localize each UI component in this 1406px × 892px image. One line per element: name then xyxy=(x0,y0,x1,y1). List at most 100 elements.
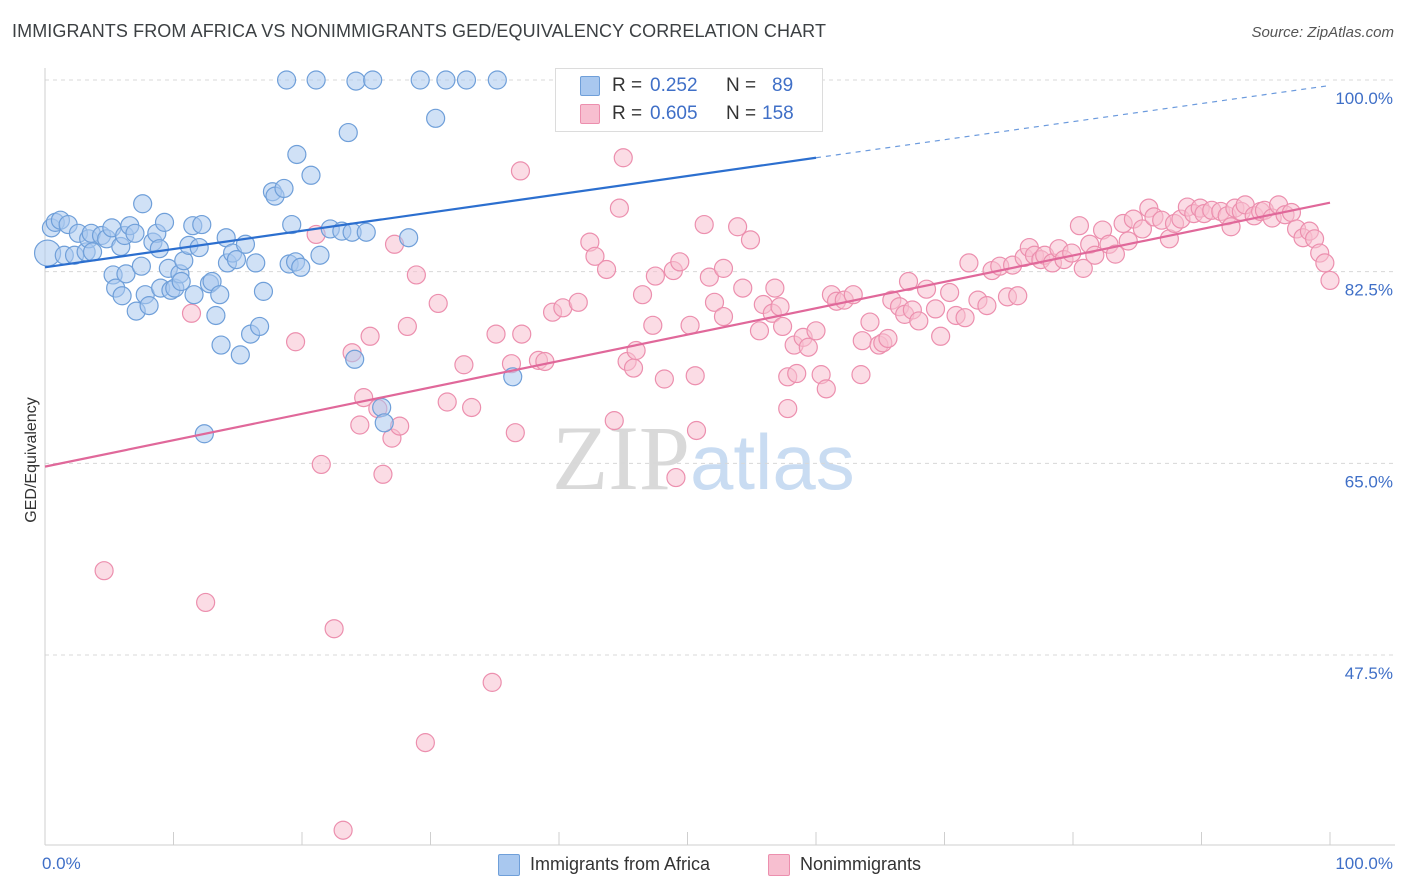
nonimmigrants-point xyxy=(670,252,690,272)
nonimmigrants-point xyxy=(704,292,725,312)
nonimmigrants-point xyxy=(285,332,306,352)
immigrants-point xyxy=(116,264,136,284)
nonimmigrants-point xyxy=(373,464,393,484)
nonimmigrants-point xyxy=(360,326,380,346)
legend-r-label: R = xyxy=(612,103,643,124)
legend-r-value-blue: 0.252 xyxy=(650,75,698,96)
immigrants-point xyxy=(346,71,366,91)
immigrants-trend-extension xyxy=(815,84,1331,159)
stats-legend: R = 0.252 N = 89 R = 0.605 N = 158 xyxy=(555,68,823,132)
nonimmigrants-point xyxy=(787,363,807,384)
immigrants-point xyxy=(310,245,330,265)
immigrants-point xyxy=(112,286,132,306)
nonimmigrants-point xyxy=(512,324,532,344)
immigrants-point xyxy=(189,237,209,258)
nonimmigrants-point xyxy=(898,271,919,292)
nonimmigrants-point xyxy=(959,253,979,273)
nonimmigrants-point xyxy=(613,148,633,168)
nonimmigrants-point xyxy=(1320,270,1340,291)
immigrants-point xyxy=(226,250,247,270)
nonimmigrants-point xyxy=(680,315,700,335)
legend-r-label: R = xyxy=(612,75,643,96)
nonimmigrants-point xyxy=(645,266,665,286)
nonimmigrants-points xyxy=(94,148,1340,840)
nonimmigrants-point xyxy=(406,265,426,285)
immigrants-point xyxy=(363,70,383,90)
immigrants-point xyxy=(426,108,446,128)
watermark-atlas: atlas xyxy=(690,418,855,506)
nonimmigrants-point xyxy=(749,321,770,341)
nonimmigrants-point xyxy=(486,324,506,344)
nonimmigrants-point xyxy=(604,411,624,431)
nonimmigrants-point xyxy=(397,316,417,337)
y-tick-label: 100.0% xyxy=(1335,89,1393,108)
legend-n-value-blue: 89 xyxy=(772,75,794,96)
immigrants-point xyxy=(171,271,191,292)
immigrants-point xyxy=(456,70,477,90)
legend-n-label: N = xyxy=(726,103,757,124)
nonimmigrants-point xyxy=(181,303,202,323)
legend-n-value-pink: 158 xyxy=(762,103,794,124)
source-label: Source: ZipAtlas.com xyxy=(1251,24,1394,41)
nonimmigrants-point xyxy=(1008,286,1028,306)
nonimmigrants-point xyxy=(462,397,482,418)
nonimmigrants-point xyxy=(596,259,617,280)
nonimmigrants-point xyxy=(685,366,705,386)
nonimmigrants-point xyxy=(860,312,880,332)
nonimmigrants-point xyxy=(1132,219,1152,239)
nonimmigrants-point xyxy=(806,321,826,341)
immigrants-point xyxy=(149,239,169,259)
trend-lines xyxy=(44,84,1331,468)
immigrants-point xyxy=(301,165,321,185)
immigrants-point xyxy=(154,212,175,232)
nonimmigrants-point xyxy=(505,423,525,443)
immigrants-point xyxy=(125,223,145,243)
nonimmigrants-point xyxy=(694,214,714,235)
chart-title: IMMIGRANTS FROM AFRICA VS NONIMMIGRANTS … xyxy=(12,21,827,41)
nonimmigrants-point xyxy=(686,420,707,441)
nonimmigrants-point xyxy=(852,331,872,351)
nonimmigrants-point xyxy=(1315,253,1335,273)
nonimmigrants-point xyxy=(770,297,790,317)
y-axis-title: GED/Equivalency xyxy=(23,397,40,522)
nonimmigrants-point xyxy=(909,311,929,331)
immigrants-points xyxy=(33,70,523,444)
immigrants-point xyxy=(184,285,204,305)
immigrants-point xyxy=(306,70,326,90)
x-ticks xyxy=(44,832,1331,845)
nonimmigrants-point xyxy=(778,398,798,419)
nonimmigrants-point xyxy=(713,258,734,278)
immigrants-point xyxy=(249,316,270,337)
nonimmigrants-point xyxy=(428,293,448,314)
immigrants-point xyxy=(192,214,212,235)
nonimmigrants-point xyxy=(510,161,531,181)
series-swatch-pink xyxy=(768,854,790,876)
nonimmigrants-point xyxy=(728,217,748,237)
series-swatch-blue xyxy=(498,854,520,876)
nonimmigrants-point xyxy=(816,379,836,399)
nonimmigrants-point xyxy=(632,285,653,305)
nonimmigrants-point xyxy=(333,820,353,840)
nonimmigrants-point xyxy=(437,392,457,412)
y-tick-labels: 100.0% 82.5% 65.0% 47.5% xyxy=(1335,89,1393,683)
nonimmigrants-point xyxy=(798,337,818,357)
nonimmigrants-point xyxy=(765,278,785,298)
axes xyxy=(44,68,1395,846)
immigrants-point xyxy=(287,144,307,165)
nonimmigrants-point xyxy=(609,198,629,218)
immigrants-point xyxy=(282,214,302,235)
immigrants-point xyxy=(139,296,159,316)
nonimmigrants-point xyxy=(1118,231,1138,251)
nonimmigrants-point xyxy=(568,292,588,312)
nonimmigrants-point xyxy=(955,308,975,328)
nonimmigrants-point xyxy=(940,282,960,303)
nonimmigrants-point xyxy=(977,296,997,316)
nonimmigrants-point xyxy=(585,246,605,266)
nonimmigrants-point xyxy=(623,358,644,378)
immigrants-point xyxy=(246,253,266,273)
immigrants-point xyxy=(274,178,294,199)
nonimmigrants-point xyxy=(1105,244,1126,264)
nonimmigrants-point xyxy=(1062,243,1082,263)
nonimmigrants-point xyxy=(415,733,435,753)
nonimmigrants-point xyxy=(851,365,871,385)
